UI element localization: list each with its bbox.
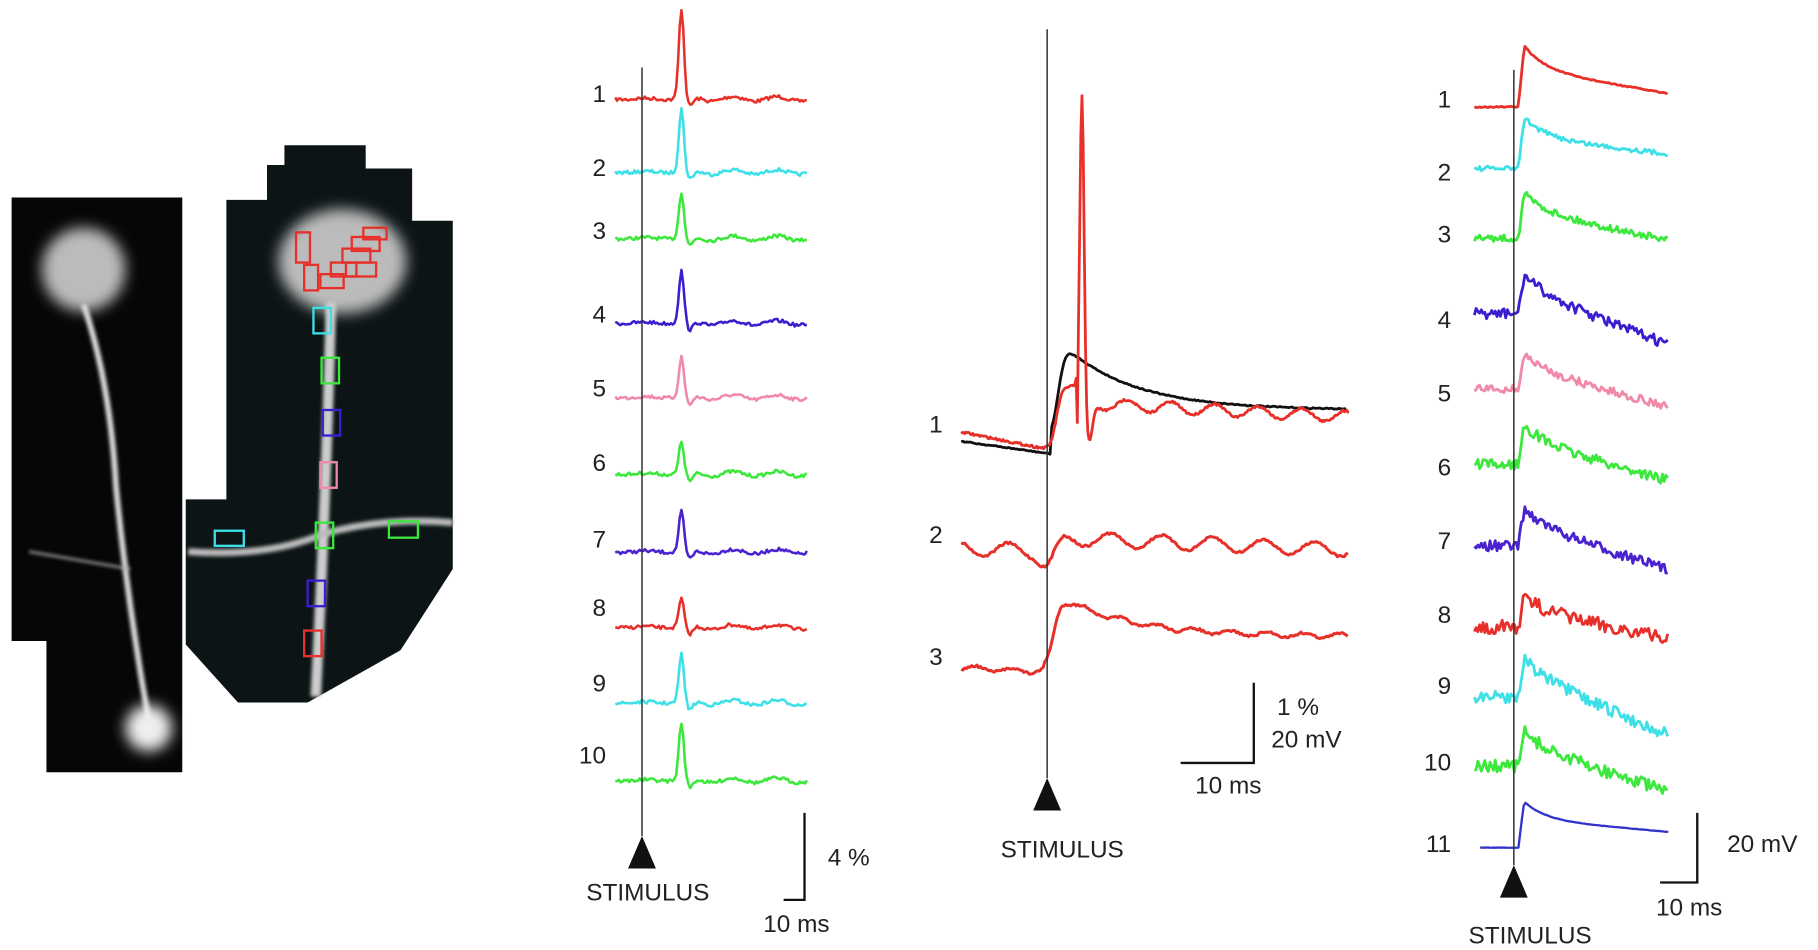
trace (615, 722, 808, 790)
trace-label: 9 (592, 671, 606, 698)
trace-label: 4 (1438, 307, 1452, 334)
stimulus-arrow (1499, 865, 1528, 898)
trace (1473, 117, 1668, 173)
stimulus-label: STIMULUS (1001, 837, 1124, 864)
stimulus-label: STIMULUS (586, 880, 709, 907)
stimulus-arrow (1033, 778, 1062, 811)
scale-label: 10 ms (763, 911, 829, 938)
trace (614, 106, 808, 179)
trace-label: 2 (929, 522, 943, 549)
scale-bar (1180, 682, 1255, 765)
trace-label: 1 (1438, 87, 1452, 114)
trace (1473, 273, 1669, 347)
scale-label: 20 mV (1271, 726, 1342, 753)
trace-label: 2 (1438, 160, 1452, 187)
trace-label: 10 (1424, 750, 1451, 777)
trace (960, 602, 1349, 676)
trace (1480, 801, 1669, 849)
trace (1473, 424, 1669, 485)
trace-label: 11 (1426, 831, 1451, 858)
trace-label: 6 (592, 450, 606, 477)
trace (614, 651, 807, 711)
trace-label: 6 (1438, 455, 1452, 482)
trace (960, 94, 1350, 451)
trace (614, 508, 808, 559)
trace-label: 5 (1438, 380, 1452, 407)
trace-label: 3 (929, 644, 943, 671)
trace-label: 8 (592, 595, 606, 622)
trace (960, 531, 1349, 569)
scale-label: 10 ms (1656, 895, 1722, 922)
trace (614, 268, 808, 333)
scale-label: 10 ms (1195, 773, 1261, 800)
trace-label: 1 (929, 412, 943, 439)
trace (1474, 725, 1669, 795)
trace-label: 2 (592, 155, 606, 182)
trace (614, 8, 808, 106)
trace (1473, 190, 1669, 243)
trace-label: 5 (592, 376, 606, 403)
trace (614, 354, 808, 407)
trace (614, 596, 808, 637)
trace-label: 1 (592, 81, 606, 108)
scale-label: 4 % (828, 845, 870, 872)
trace-label: 9 (1438, 673, 1452, 700)
stimulus-arrow (628, 836, 656, 869)
scale-bar (1660, 812, 1699, 884)
trace (1473, 653, 1669, 738)
trace-label: 3 (592, 218, 606, 245)
trace (614, 192, 807, 246)
trace-label: 7 (592, 527, 606, 554)
trace (1473, 44, 1668, 109)
trace (614, 440, 807, 483)
scale-bar (783, 812, 806, 902)
scale-label: 20 mV (1727, 831, 1798, 858)
trace (960, 352, 1347, 456)
trace-label: 4 (592, 301, 606, 328)
trace (1473, 505, 1669, 575)
stimulus-label: STIMULUS (1469, 922, 1592, 949)
micrograph-right (185, 145, 454, 703)
trace-label: 10 (579, 743, 606, 770)
trace-label: 7 (1438, 528, 1452, 555)
scale-label: 1 % (1277, 694, 1319, 721)
micrograph-left (11, 197, 183, 773)
trace-label: 3 (1438, 221, 1452, 248)
trace-label: 8 (1438, 602, 1452, 629)
trace (1473, 352, 1669, 410)
trace (1473, 592, 1670, 644)
